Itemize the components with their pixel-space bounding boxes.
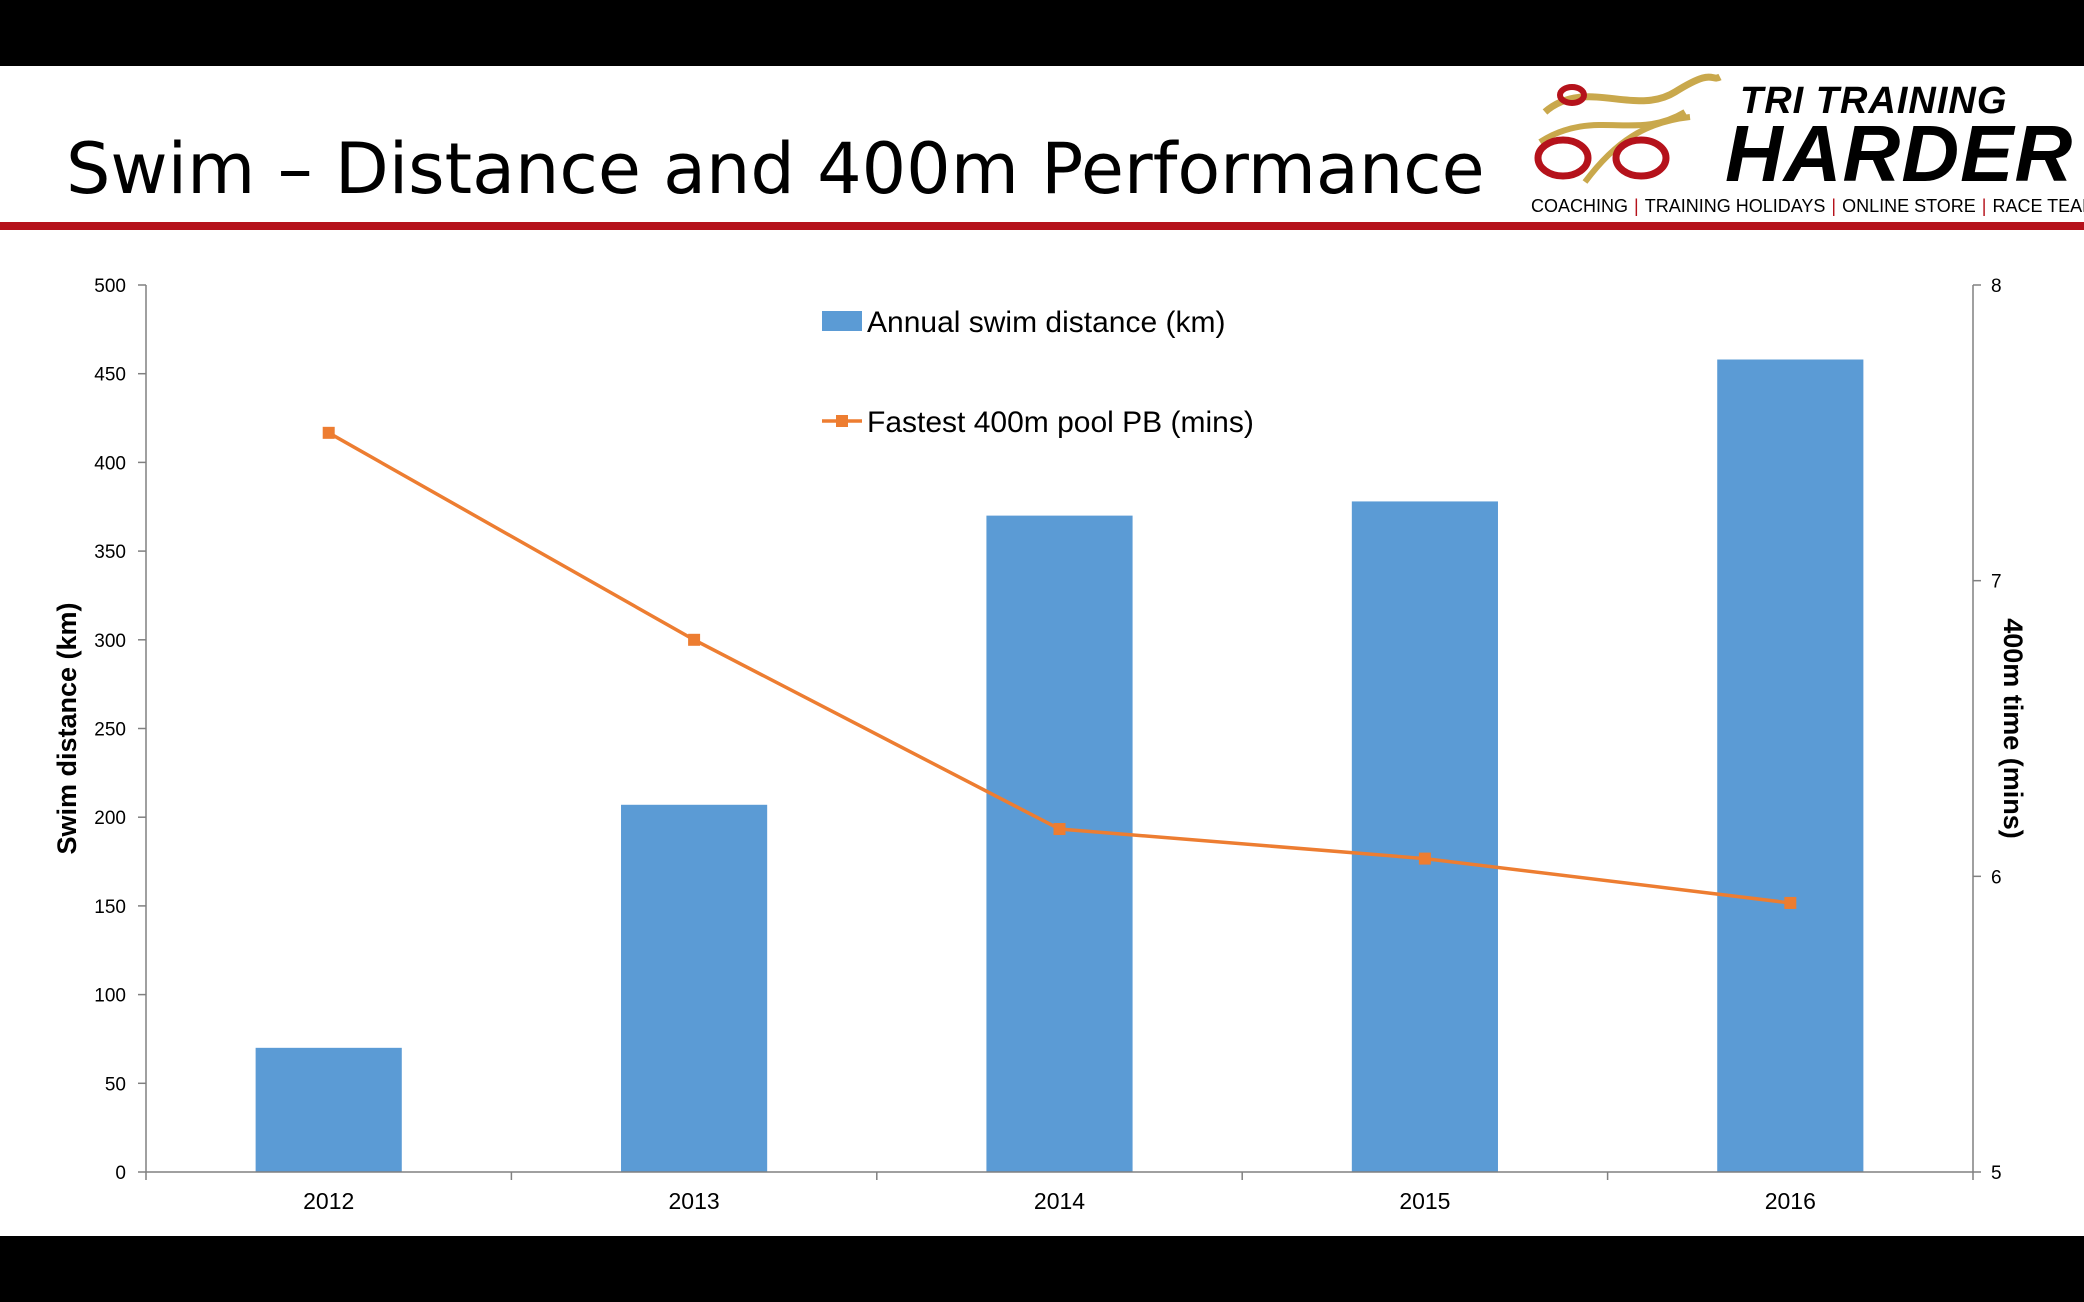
- x-tick-label: 2015: [1399, 1188, 1450, 1214]
- y-tick-label: 300: [94, 631, 126, 652]
- legend-label-bar: Annual swim distance (km): [867, 306, 1225, 339]
- line-marker-2014: [1053, 823, 1066, 836]
- y-tick-label: 0: [115, 1163, 126, 1184]
- chart: 0 50 100 150 200 250 300 350 400 450 500 5 6 7 8 2012 20…: [52, 276, 2028, 1214]
- y2-tick-label: 8: [1991, 276, 2002, 297]
- y2-tick-label: 7: [1991, 572, 2002, 593]
- title-divider: [0, 222, 2084, 230]
- slide-title: Swim – Distance and 400m Performance: [66, 128, 1485, 210]
- y-tick-label: 250: [94, 720, 126, 741]
- logo-emblem-icon: [1534, 73, 1722, 184]
- tagline-online-store: ONLINE STORE: [1842, 196, 1976, 216]
- y-tick-label: 200: [94, 808, 126, 829]
- y2-tick-label: 5: [1991, 1163, 2002, 1184]
- y-axis-title: Swim distance (km): [52, 602, 82, 854]
- line-marker-2013: [688, 633, 701, 646]
- y-tick-label: 450: [94, 365, 126, 386]
- bar-2016: [1717, 359, 1864, 1172]
- tagline-race-team: RACE TEAM: [1992, 196, 2084, 216]
- y2-axis-title: 400m time (mins): [1998, 618, 2028, 839]
- y2-tick-label: 6: [1991, 867, 2002, 888]
- bar-2012: [255, 1047, 402, 1172]
- slide: Swim – Distance and 400m Performance TRI…: [0, 66, 2084, 1236]
- line-marker-2016: [1784, 896, 1797, 909]
- brand-logo: TRI TRAINING HARDER COACHING | TRAINING HO…: [1525, 72, 2084, 222]
- y-tick-label: 100: [94, 986, 126, 1007]
- line-marker-2015: [1418, 852, 1431, 865]
- bar-2013: [621, 804, 768, 1172]
- logo-text-line2: HARDER: [1725, 109, 2074, 198]
- line-marker-2012: [322, 426, 335, 439]
- y-tick-label: 400: [94, 453, 126, 474]
- tagline-training-holidays: TRAINING HOLIDAYS: [1644, 196, 1826, 216]
- bar-2015: [1351, 501, 1498, 1173]
- y-tick-label: 50: [105, 1074, 126, 1095]
- y-tick-label: 500: [94, 276, 126, 297]
- logo-text-line1: TRI TRAINING: [1740, 80, 2008, 122]
- x-tick-label: 2014: [1034, 1188, 1085, 1214]
- logo-tagline: COACHING | TRAINING HOLIDAYS | ONLINE STORE |…: [1531, 196, 2084, 217]
- y-tick-label: 350: [94, 542, 126, 563]
- legend-swatch-marker: [836, 415, 848, 427]
- x-tick-label: 2012: [303, 1188, 354, 1214]
- legend-swatch-bar: [822, 311, 862, 331]
- x-tick-label: 2013: [669, 1188, 720, 1214]
- tagline-coaching: COACHING: [1531, 196, 1629, 216]
- legend-label-line: Fastest 400m pool PB (mins): [867, 406, 1254, 439]
- bar-2014: [986, 515, 1133, 1172]
- x-tick-label: 2016: [1765, 1188, 1816, 1214]
- y-tick-label: 150: [94, 897, 126, 918]
